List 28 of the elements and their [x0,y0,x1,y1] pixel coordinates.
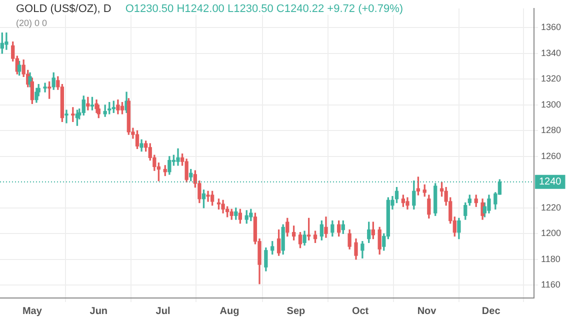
y-tick-label: 1280 [541,125,562,136]
candlestick [86,96,90,110]
y-tick-label: 1160 [541,280,560,290]
x-tick-label: May [22,306,42,317]
annotation: (20) 0 0 [16,18,48,28]
candlestick [64,110,68,124]
x-tick-label: Nov [417,306,437,317]
x-tick-label: Aug [220,306,240,317]
ref-line-label: 1240 [539,176,562,188]
candlestick [176,148,180,166]
candlestick [206,190,210,202]
y-tick-label: 1340 [541,48,562,58]
candlestick [4,32,8,50]
x-tick-label: Oct [352,306,370,317]
annotation: O1230.50 H1242.00 L1230.50 C1240.22 +9.72 (+0.79%) [125,3,404,15]
y-tick-label: 1300 [541,99,562,110]
x-tick-label: Dec [482,306,501,317]
candlestick [43,82,47,92]
y-tick-label: 1260 [541,150,562,161]
x-tick-label: Sep [286,306,306,317]
y-tick-label: 1200 [541,228,562,238]
y-tick-label: 1180 [541,254,560,264]
y-tick-label: 1360 [541,22,562,32]
x-tick-label: Jun [90,306,108,317]
y-tick-label: 1220 [541,202,562,212]
chart-title: GOLD (US$/OZ), D [16,3,112,15]
y-tick-label: 1320 [541,74,562,84]
x-tick-label: Jul [156,306,170,317]
